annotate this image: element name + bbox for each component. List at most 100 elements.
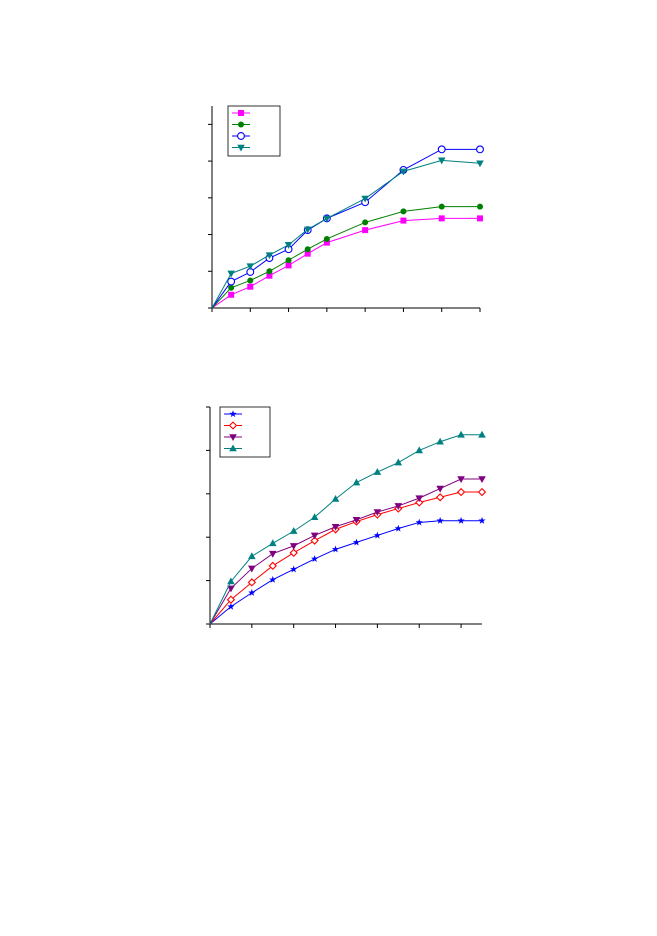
data-point — [435, 493, 445, 502]
data-point — [352, 517, 361, 524]
data-point — [457, 430, 465, 438]
data-point — [436, 437, 444, 445]
data-point — [227, 270, 235, 278]
data-point — [477, 487, 487, 497]
series-line — [209, 491, 482, 625]
data-point — [285, 257, 292, 264]
data-point — [362, 219, 369, 226]
legend-marker — [238, 110, 244, 116]
series-line — [211, 217, 480, 309]
data-point — [311, 555, 319, 562]
data-point — [289, 548, 298, 558]
data-point — [400, 217, 407, 224]
legend-marker — [237, 144, 245, 152]
data-point — [290, 565, 298, 573]
data-point — [310, 513, 319, 521]
data-point — [456, 487, 466, 497]
data-point — [304, 246, 311, 253]
data-point — [289, 527, 298, 534]
legend — [219, 406, 271, 458]
data-point — [266, 272, 273, 279]
data-point — [227, 577, 235, 585]
data-point — [331, 495, 340, 502]
data-point — [373, 468, 382, 475]
data-point — [394, 458, 403, 466]
data-point — [478, 430, 486, 438]
data-point — [477, 215, 483, 222]
data-point — [478, 516, 486, 524]
data-point — [362, 227, 369, 234]
series-line — [209, 434, 482, 625]
data-point — [289, 543, 298, 550]
data-point — [400, 208, 407, 215]
legend-marker — [237, 132, 245, 140]
data-point — [284, 242, 293, 249]
chart-1 — [208, 105, 484, 312]
data-point — [476, 160, 484, 168]
data-point — [247, 277, 254, 284]
data-point — [436, 485, 444, 493]
data-point — [457, 516, 465, 524]
data-point — [394, 503, 403, 510]
data-point — [247, 283, 254, 290]
data-point — [415, 498, 424, 507]
data-point — [310, 536, 319, 545]
data-point — [415, 518, 423, 526]
legend-marker — [229, 410, 237, 418]
data-point — [248, 588, 256, 596]
legend-marker — [238, 121, 244, 128]
chart-2 — [206, 406, 487, 628]
data-point — [373, 509, 382, 517]
legend-marker — [229, 444, 237, 452]
data-point — [323, 235, 330, 242]
data-point — [399, 168, 408, 176]
data-point — [226, 595, 236, 604]
series-1 — [209, 516, 486, 625]
data-point — [437, 145, 446, 154]
data-point — [331, 523, 340, 531]
series-4 — [211, 157, 484, 309]
data-point — [438, 203, 445, 210]
data-point — [477, 203, 483, 210]
legend-marker — [228, 421, 238, 430]
data-point — [268, 561, 277, 571]
data-point — [394, 524, 402, 532]
data-point — [437, 157, 446, 165]
series-4 — [209, 430, 486, 625]
data-point — [247, 578, 257, 587]
data-point — [227, 602, 235, 610]
data-point — [310, 532, 319, 540]
data-point — [476, 145, 484, 154]
data-point — [323, 239, 330, 246]
data-point — [352, 538, 361, 546]
data-point — [268, 550, 277, 558]
data-point — [478, 476, 486, 484]
data-point — [436, 516, 444, 524]
series-3 — [211, 145, 484, 309]
data-point — [248, 565, 256, 573]
data-point — [227, 585, 235, 593]
data-point — [323, 215, 331, 223]
data-point — [361, 195, 369, 203]
data-point — [269, 575, 277, 583]
data-point — [228, 284, 235, 291]
legend — [227, 105, 281, 157]
data-point — [415, 495, 424, 503]
series-line — [209, 478, 482, 625]
series-line — [211, 206, 480, 309]
data-point — [268, 539, 277, 547]
data-point — [304, 250, 311, 257]
series-line — [209, 520, 482, 625]
data-point — [373, 531, 381, 539]
series-3 — [209, 476, 486, 625]
data-point — [303, 226, 312, 234]
legend-marker — [229, 434, 237, 441]
data-point — [415, 446, 424, 454]
data-point — [331, 545, 340, 553]
data-point — [438, 215, 445, 222]
data-point — [246, 263, 255, 271]
data-point — [248, 552, 256, 560]
data-point — [227, 277, 236, 286]
data-point — [228, 291, 235, 298]
